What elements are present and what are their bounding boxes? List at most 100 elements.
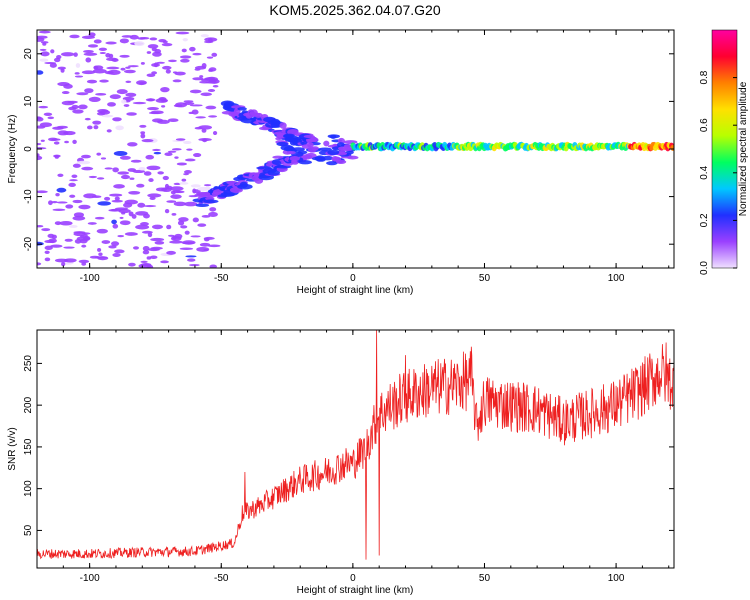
spectrogram-cell — [254, 112, 263, 118]
spectrogram-cell — [327, 149, 340, 156]
spectrogram-cell — [119, 220, 131, 226]
spectrogram-cell — [53, 141, 60, 145]
spectrogram-cell — [169, 186, 184, 191]
spectrogram-cell — [56, 187, 67, 193]
spectrogram-cell — [78, 104, 88, 110]
spectrogram-cell — [161, 43, 173, 47]
spectrogram-cell — [76, 92, 89, 96]
spectrogram-cell — [112, 167, 119, 173]
spectrogram-cell — [289, 155, 300, 162]
spectrogram-cell — [189, 46, 196, 52]
spectrogram-cell — [208, 67, 217, 72]
colorbar-label: Normalized spectral amplitude — [738, 81, 749, 216]
spectrogram-cell — [146, 51, 152, 54]
spectrogram-cell — [107, 69, 121, 75]
spectrogram-cell — [88, 175, 98, 179]
spectrogram-cell — [172, 71, 178, 74]
spectrogram-cell — [204, 77, 216, 81]
spectrogram-cell — [54, 154, 59, 159]
spectrogram-cell — [173, 182, 181, 186]
spectrogram-cell — [123, 104, 130, 107]
spectrogram-cell — [147, 248, 160, 252]
spectrogram-cell — [120, 174, 130, 180]
spectrogram-cell — [112, 117, 122, 122]
spectrogram-cell — [345, 150, 354, 155]
spectrogram-cell — [49, 62, 57, 68]
spectrogram-cell — [286, 151, 296, 155]
spectrogram-cell — [57, 173, 64, 178]
snr-y-ticks: 50 100 150 200 250 — [23, 355, 674, 536]
spectrogram-cell — [106, 66, 120, 70]
spectrogram-cell — [112, 223, 119, 229]
spectrogram-cell — [73, 52, 78, 57]
spectrogram-cell — [237, 183, 253, 190]
spectrogram-cell — [108, 245, 117, 249]
spectrogram-cell — [170, 194, 182, 199]
spectrogram-cell — [333, 156, 342, 162]
spectrogram-cell — [289, 140, 298, 146]
spectrogram-cell — [107, 102, 116, 107]
spectrogram-cell — [121, 99, 127, 104]
spectrogram-cell — [346, 155, 359, 160]
y-tick-label: 150 — [23, 438, 34, 455]
spectrogram-cell — [148, 178, 154, 183]
spectrogram-cell — [51, 200, 58, 204]
spectrogram-cell — [207, 89, 216, 92]
spectrogram-cell — [272, 155, 284, 159]
spectrogram-cell — [146, 73, 156, 77]
spectrogram-cell — [105, 57, 118, 62]
spectrogram-cell — [173, 104, 183, 108]
spectrogram-cell — [72, 163, 81, 168]
snr-series-line — [37, 330, 674, 560]
y-tick-label: 250 — [23, 355, 34, 372]
spectrogram-cell — [93, 125, 99, 130]
spectrogram-cell — [125, 80, 132, 84]
spectrogram-x-label: Height of straight line (km) — [297, 285, 414, 296]
spectrogram-cell — [38, 105, 49, 109]
spectrogram-cell — [148, 111, 160, 115]
x-tick-label: 50 — [479, 273, 491, 284]
spectrogram-cell — [149, 196, 156, 201]
snr-x-label: Height of straight line (km) — [297, 585, 414, 596]
spectrogram-cell — [97, 201, 112, 206]
spectrogram-cell — [72, 199, 83, 204]
spectrogram-cell — [78, 259, 90, 264]
spectrogram-cell — [126, 112, 137, 116]
x-tick-label: -100 — [80, 573, 100, 584]
spectrogram-cell — [44, 61, 57, 65]
spectrogram-cell — [172, 79, 182, 83]
spectrogram-cell — [160, 260, 169, 264]
spectrogram-cell — [153, 151, 162, 155]
spectrogram-cell — [68, 182, 76, 188]
spectrogram-cell — [343, 140, 358, 145]
spectrogram-cell — [83, 49, 94, 53]
spectrogram-cell — [162, 65, 172, 70]
y-tick-label: 20 — [23, 48, 34, 60]
spectrogram-cell — [166, 200, 177, 203]
spectrogram-cell — [113, 184, 125, 189]
spectrogram-cell — [156, 119, 170, 124]
spectrogram-cell — [184, 230, 190, 235]
spectrogram-cell — [64, 140, 69, 144]
spectrogram-cell — [140, 37, 150, 40]
spectrogram-cell — [171, 212, 177, 216]
colorbar-ticks: 0.0 0.2 0.4 0.6 0.8 — [699, 70, 737, 275]
spectrogram-cell — [181, 178, 187, 182]
spectrogram-cell — [139, 82, 147, 85]
colorbar-tick-label: 0.8 — [699, 70, 710, 84]
spectrogram-cell — [207, 244, 221, 248]
spectrogram-cell — [88, 96, 101, 103]
spectrogram-cell — [192, 188, 197, 194]
spectrogram-cell — [37, 225, 44, 228]
spectrogram-cell — [61, 262, 66, 267]
spectrogram-cell — [109, 193, 123, 197]
spectrogram-cell — [51, 138, 61, 141]
spectrogram-cell — [86, 125, 93, 130]
x-tick-label: 100 — [608, 273, 625, 284]
spectrogram-cell — [69, 179, 78, 182]
spectrogram-cell — [199, 242, 211, 247]
spectrogram-cell — [72, 139, 77, 144]
spectrogram-cell — [74, 75, 84, 78]
